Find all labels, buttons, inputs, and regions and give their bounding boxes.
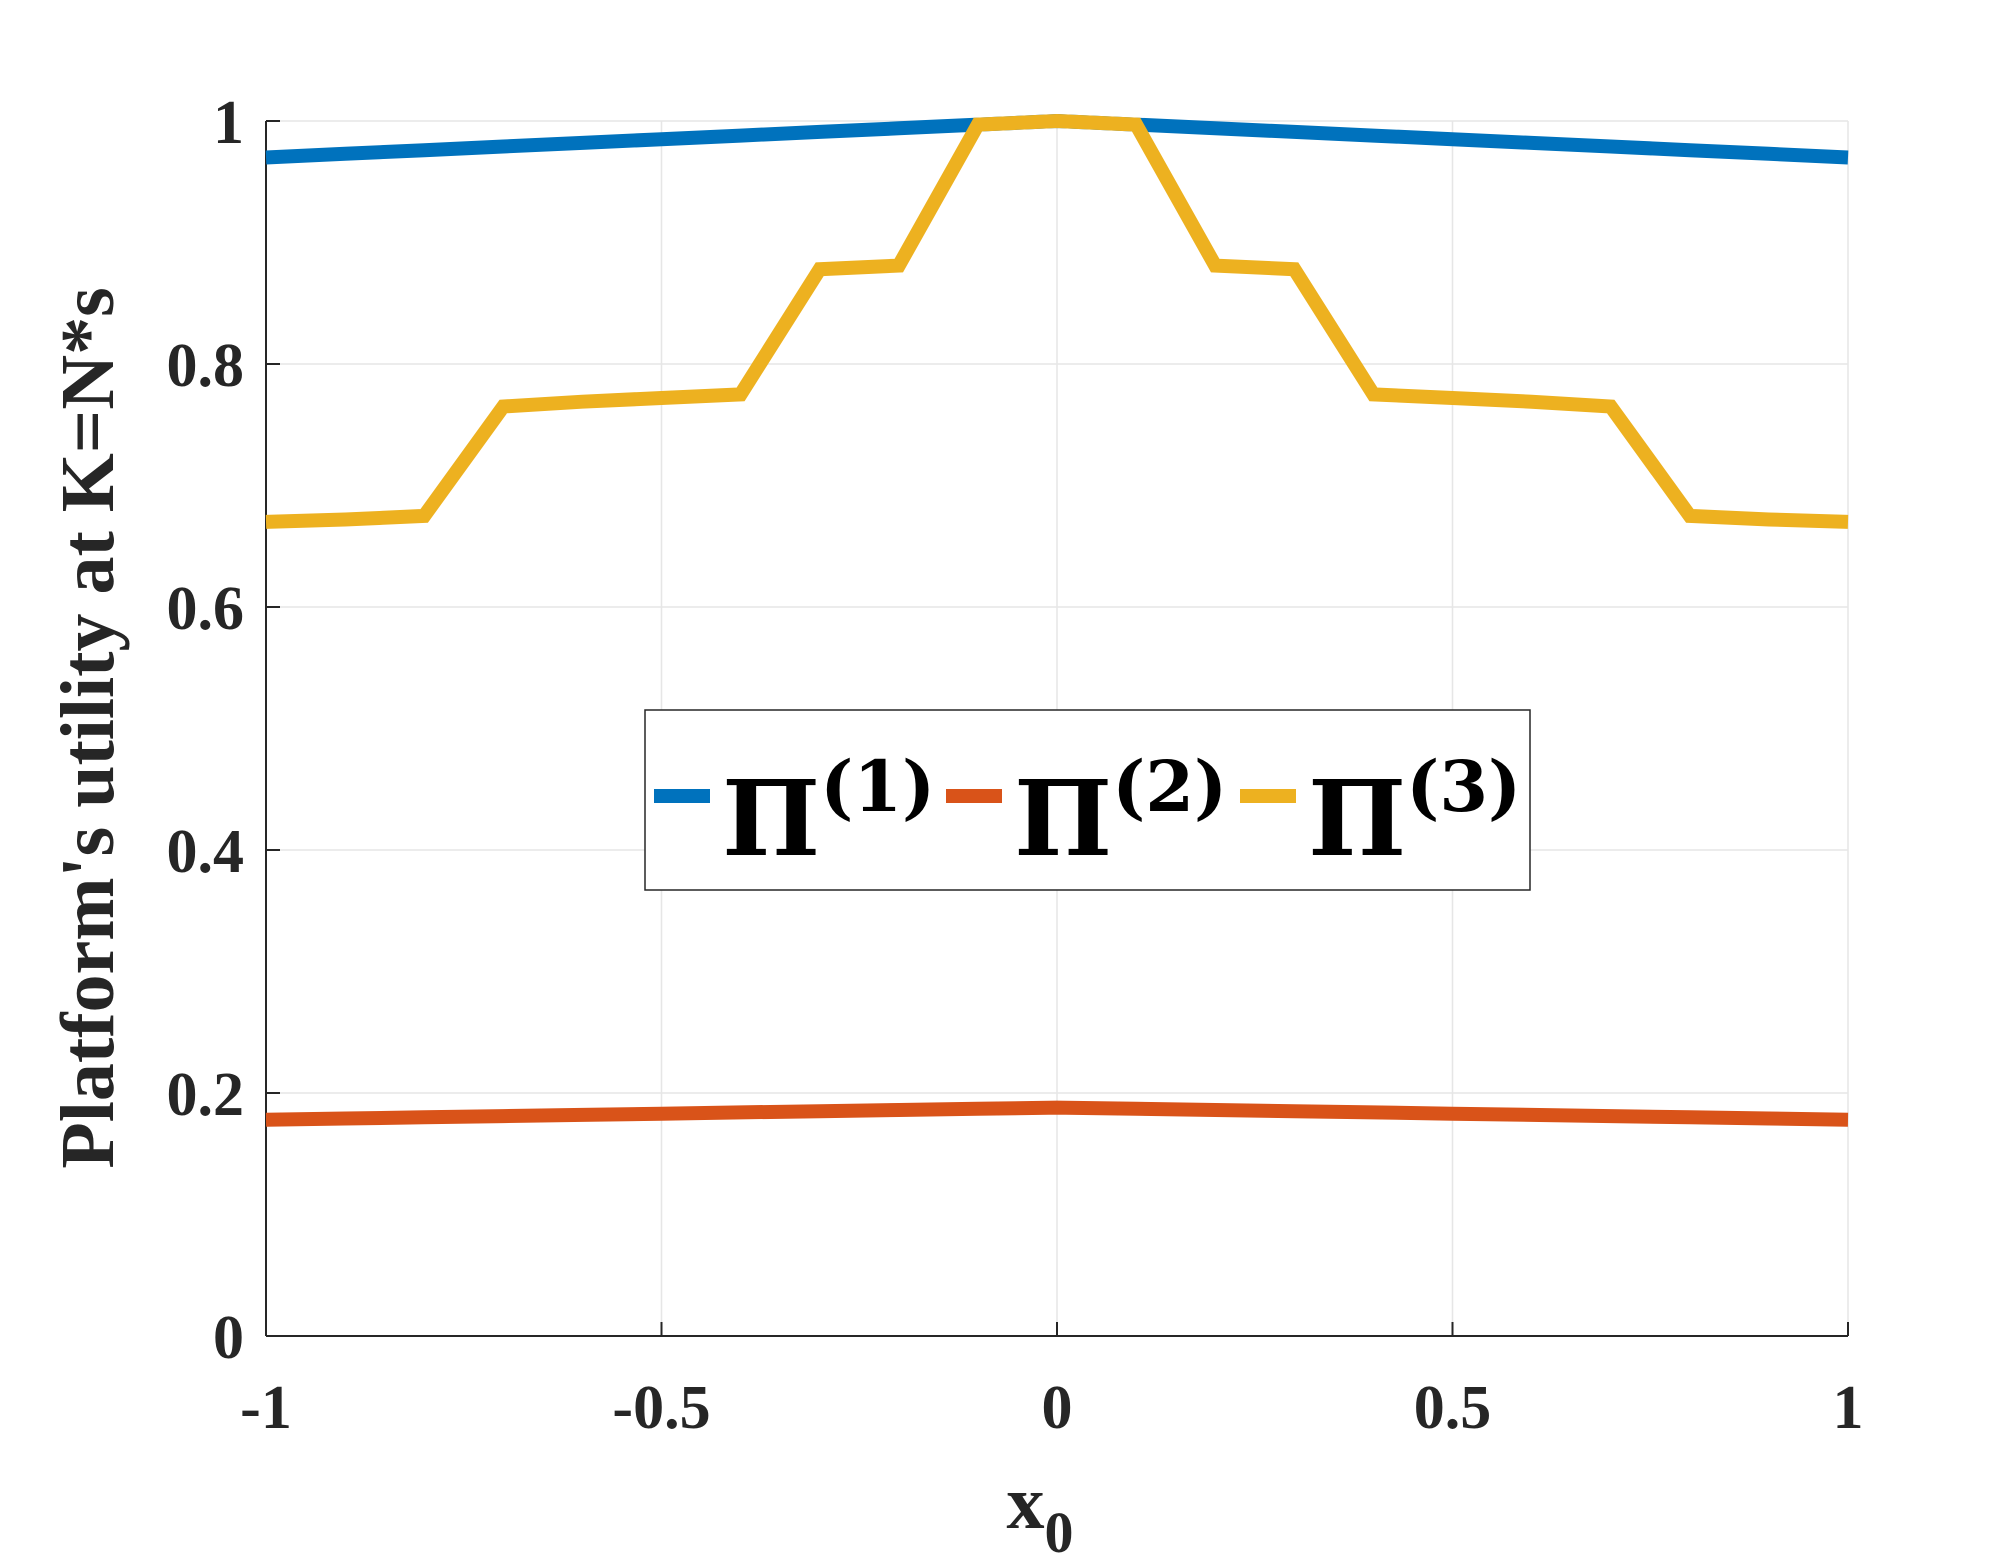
svg-text:x0: x0 bbox=[1007, 1461, 1074, 1565]
series-line-2 bbox=[265, 1100, 1849, 1127]
legend-entry-3: Π(3) bbox=[1240, 745, 1521, 880]
series-line-3 bbox=[265, 113, 1849, 529]
y-tick-label-4: 0.8 bbox=[167, 332, 245, 400]
legend-entry-2: Π(2) bbox=[946, 745, 1227, 880]
series-lines bbox=[265, 113, 1849, 1127]
x-axis-label-subscript: 0 bbox=[1045, 1500, 1074, 1565]
y-tick-label-3: 0.6 bbox=[167, 575, 245, 643]
x-axis-label-text: x bbox=[1007, 1461, 1045, 1545]
x-tick-label-3: 0.5 bbox=[1414, 1374, 1492, 1442]
legend-entry-1: Π(1) bbox=[654, 745, 935, 880]
x-tick-label-0: -1 bbox=[240, 1374, 292, 1442]
legend: Π(1) Π(2) Π(3) bbox=[644, 709, 1531, 891]
y-tick-label-1: 0.2 bbox=[167, 1061, 245, 1129]
x-axis-label: x0 bbox=[1007, 1461, 1074, 1565]
legend-label-2: Π(2) bbox=[1014, 745, 1227, 880]
y-tick-label-5: 1 bbox=[213, 89, 244, 157]
x-tick-label-2: 0 bbox=[1042, 1374, 1073, 1442]
x-tick-labels: -1 -0.5 0 0.5 1 bbox=[240, 1374, 1863, 1442]
axes bbox=[265, 120, 1849, 1337]
x-tick-label-1: -0.5 bbox=[612, 1374, 710, 1442]
y-axis-label: Platform's utility at K=N*s bbox=[46, 287, 130, 1168]
y-tick-label-2: 0.4 bbox=[167, 818, 245, 886]
legend-box bbox=[644, 709, 1531, 891]
x-tick-label-4: 1 bbox=[1833, 1374, 1864, 1442]
y-tick-label-0: 0 bbox=[213, 1304, 244, 1372]
legend-label-1: Π(1) bbox=[722, 745, 935, 880]
y-tick-labels: 0 0.2 0.4 0.6 0.8 1 bbox=[167, 89, 245, 1372]
y-axis-label-text: Platform's utility at K=N*s bbox=[46, 287, 130, 1168]
legend-label-3: Π(3) bbox=[1308, 745, 1521, 880]
